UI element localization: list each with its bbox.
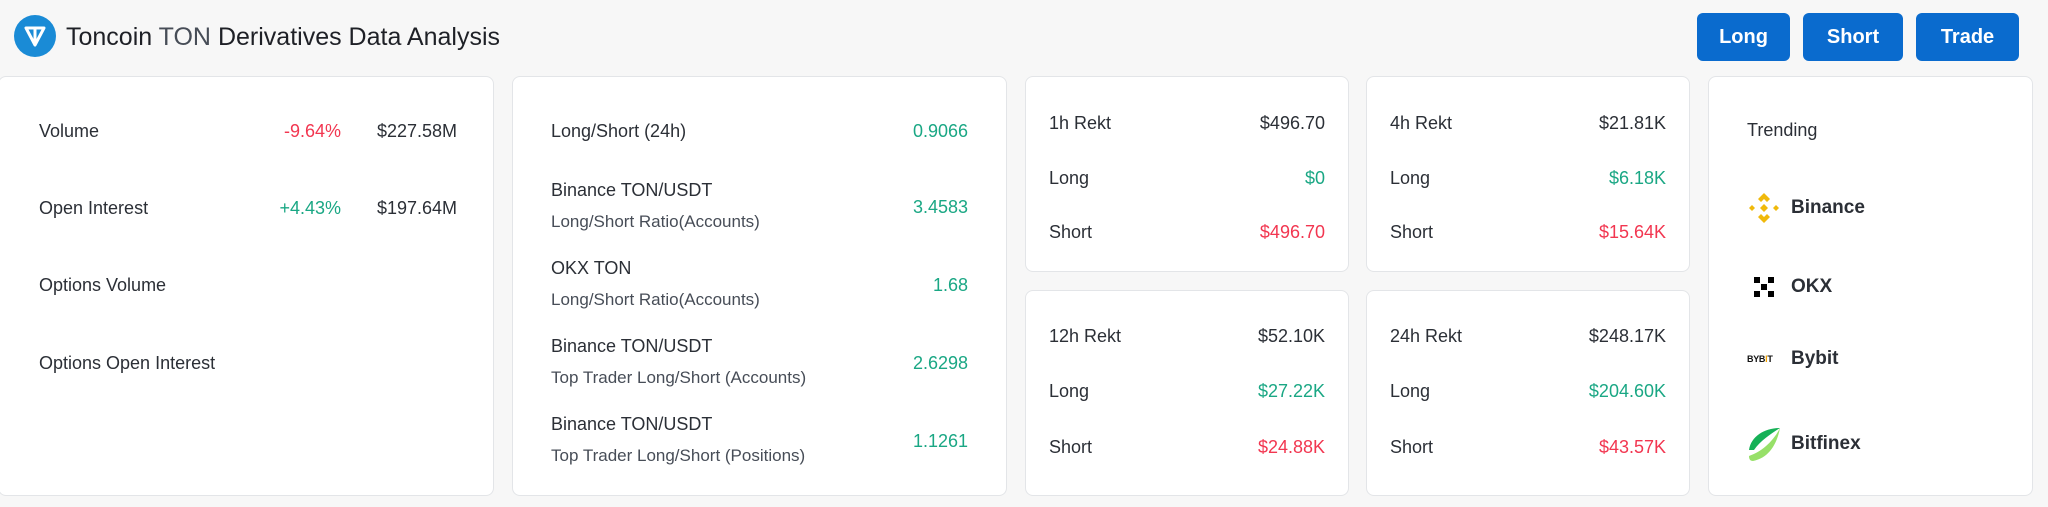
rekt-label: 1h Rekt — [1049, 113, 1112, 133]
ratio-sublabel: Top Trader Long/Short (Accounts) — [551, 368, 807, 387]
coin-name: Toncoin — [66, 23, 153, 51]
options-volume-label: Options Volume — [39, 275, 167, 295]
ratio-label: Binance TON/USDT — [551, 336, 713, 356]
trending-item-binance[interactable]: Binance — [1747, 191, 1865, 225]
trending-item-bitfinex[interactable]: Bitfinex — [1747, 426, 1861, 462]
trending-item-bybit[interactable]: BYBIT Bybit — [1747, 348, 1839, 370]
rekt-short-value: $43.57K — [1598, 437, 1666, 457]
rekt-short-value: $15.64K — [1598, 222, 1666, 242]
bitfinex-icon — [1749, 428, 1780, 461]
rekt-total: $21.81K — [1598, 113, 1666, 133]
trending-card: Trending Binance OKX BYBIT Bybit Bitfine… — [1708, 76, 2033, 496]
rekt-long-value: $6.18K — [1608, 168, 1666, 188]
toncoin-logo-icon — [14, 15, 56, 57]
rekt-total: $52.10K — [1257, 326, 1325, 346]
rekt-short-value: $496.70 — [1259, 222, 1325, 242]
rekt-total: $248.17K — [1588, 326, 1666, 346]
rekt-short-label: Short — [1049, 437, 1093, 457]
coin-symbol: TON — [158, 23, 211, 51]
rekt-long-value: $204.60K — [1588, 381, 1666, 401]
trade-button[interactable]: Trade — [1916, 13, 2019, 61]
ratio-value: 2.6298 — [912, 353, 968, 373]
rekt-short-label: Short — [1390, 222, 1434, 242]
volume-change: -9.64% — [283, 121, 341, 141]
rekt-12h-card: 12h Rekt $52.10K Long $27.22K Short $24.… — [1025, 290, 1349, 496]
rekt-short-label: Short — [1390, 437, 1434, 457]
rekt-24h-card: 24h Rekt $248.17K Long $204.60K Short $4… — [1366, 290, 1690, 496]
overview-card: Volume -9.64% $227.58M Open Interest +4.… — [0, 76, 494, 496]
binance-icon — [1749, 193, 1779, 223]
ratio-value: 1.1261 — [912, 431, 968, 451]
exchange-name: Bybit — [1791, 348, 1839, 369]
ratio-value: 1.68 — [932, 275, 968, 295]
rekt-short-value: $24.88K — [1257, 437, 1325, 457]
exchange-name: Binance — [1791, 197, 1865, 218]
trending-item-okx[interactable]: OKX — [1747, 270, 1832, 304]
rekt-1h-card: 1h Rekt $496.70 Long $0 Short $496.70 — [1025, 76, 1349, 272]
rekt-long-label: Long — [1390, 168, 1431, 188]
short-button[interactable]: Short — [1803, 13, 1903, 61]
volume-value: $227.58M — [376, 121, 457, 141]
open-interest-label: Open Interest — [39, 198, 149, 218]
rekt-label: 12h Rekt — [1049, 326, 1122, 346]
exchange-name: Bitfinex — [1791, 433, 1861, 454]
rekt-long-label: Long — [1390, 381, 1431, 401]
rekt-long-value: $27.22K — [1257, 381, 1325, 401]
rekt-long-label: Long — [1049, 381, 1090, 401]
rekt-long-value: $0 — [1304, 168, 1325, 188]
rekt-4h-card: 4h Rekt $21.81K Long $6.18K Short $15.64… — [1366, 76, 1690, 272]
rekt-label: 24h Rekt — [1390, 326, 1463, 346]
page-title: Toncoin TON Derivatives Data Analysis — [66, 20, 500, 54]
ratio-sublabel: Top Trader Long/Short (Positions) — [551, 446, 806, 465]
ratios-card: Long/Short (24h) 0.9066 Binance TON/USDT… — [512, 76, 1007, 496]
bybit-icon: BYBIT — [1747, 354, 1773, 364]
trending-title: Trending — [1747, 120, 1818, 140]
ratio-value: 0.9066 — [912, 121, 968, 141]
options-oi-label: Options Open Interest — [39, 353, 216, 373]
ratio-sublabel: Long/Short Ratio(Accounts) — [551, 290, 760, 309]
exchange-name: OKX — [1791, 276, 1833, 297]
ratio-label: Long/Short (24h) — [551, 121, 687, 141]
ratio-sublabel: Long/Short Ratio(Accounts) — [551, 212, 760, 231]
rekt-label: 4h Rekt — [1390, 113, 1453, 133]
title-text: Derivatives Data Analysis — [217, 23, 501, 51]
open-interest-value: $197.64M — [376, 198, 457, 218]
rekt-short-label: Short — [1049, 222, 1093, 242]
open-interest-change: +4.43% — [279, 198, 341, 218]
ratio-label: Binance TON/USDT — [551, 180, 713, 200]
ratio-label: Binance TON/USDT — [551, 414, 713, 434]
ratio-label: OKX TON — [551, 258, 632, 278]
long-button[interactable]: Long — [1697, 13, 1790, 61]
rekt-total: $496.70 — [1259, 113, 1325, 133]
okx-icon — [1754, 277, 1774, 297]
volume-label: Volume — [39, 121, 100, 141]
rekt-long-label: Long — [1049, 168, 1090, 188]
ratio-value: 3.4583 — [912, 197, 968, 217]
